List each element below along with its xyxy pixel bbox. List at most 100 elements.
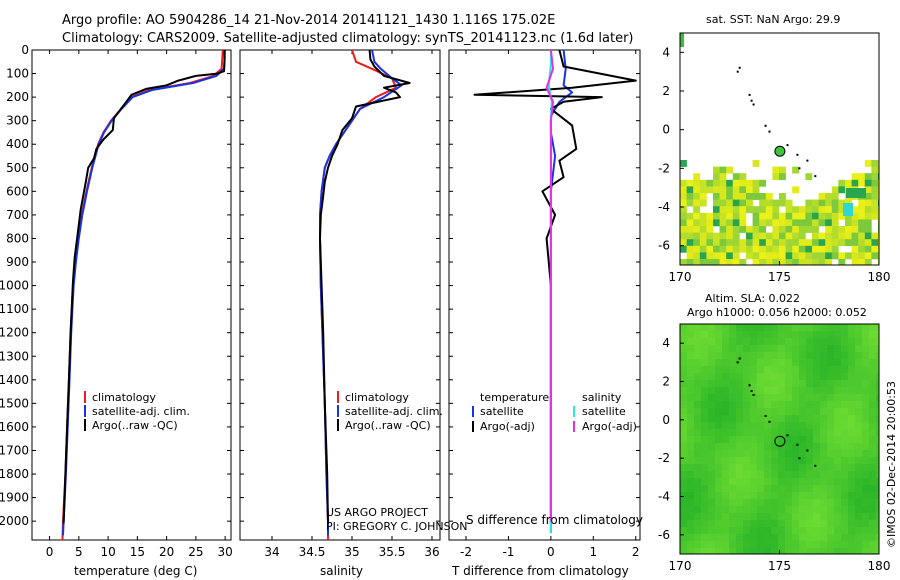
x-tick-label: 15 (130, 545, 145, 559)
sst-cell (680, 186, 687, 194)
sla-cell (736, 499, 744, 507)
sla-cell (778, 401, 786, 409)
island-mark (764, 124, 767, 127)
sst-cell (759, 232, 767, 240)
sla-cell (778, 331, 786, 339)
sst-cell (746, 206, 753, 214)
sla-cell (680, 436, 688, 444)
sla-cell (778, 464, 786, 472)
island-mark (752, 393, 755, 396)
sst-cell (772, 245, 780, 253)
sla-cell (848, 380, 856, 388)
sst-cell (732, 199, 740, 207)
sla-cell (715, 513, 723, 521)
sst-cell (752, 212, 760, 220)
island-mark (806, 159, 809, 162)
sla-cell (848, 506, 856, 514)
sla-cell (848, 513, 856, 521)
sla-cell (743, 415, 751, 423)
sst-cell (680, 206, 687, 214)
map-y-tick-label: 4 (662, 336, 670, 350)
sla-cell (715, 408, 723, 416)
sla-cell (701, 541, 709, 549)
sla-cell (736, 324, 744, 332)
sst-cell (825, 259, 833, 265)
sla-cell (729, 366, 737, 374)
island-mark (768, 420, 771, 423)
x-tick-label: 10 (100, 545, 115, 559)
sst-cell (831, 206, 839, 214)
sla-cell (743, 387, 751, 395)
sla-cell (869, 429, 877, 437)
sla-cell (743, 464, 751, 472)
sst-cell (858, 232, 866, 240)
sla-cell (813, 366, 821, 374)
sla-cell (862, 457, 870, 465)
sla-cell (778, 506, 786, 514)
sla-cell (855, 541, 863, 549)
sst-cell (785, 212, 793, 220)
sla-cell (687, 373, 695, 381)
sla-cell (869, 499, 877, 507)
sla-cell (708, 415, 716, 423)
sst-cell (772, 226, 780, 233)
sla-cell (827, 450, 835, 458)
sla-cell (736, 464, 744, 472)
sla-cell (736, 366, 744, 374)
sla-cell (750, 506, 758, 514)
sla-cell (855, 366, 863, 374)
sst-map-axes: 170 175 180 -6 -4 -2 0 2 4 (658, 45, 890, 284)
sla-cell (701, 380, 709, 388)
sla-cell (771, 457, 779, 465)
sst-cell (831, 199, 839, 207)
sla-cell (862, 520, 870, 528)
sst-cell (759, 206, 767, 214)
sst-cell (713, 166, 720, 174)
sst-cell (699, 245, 707, 253)
sla-cell (848, 401, 856, 409)
sla-cell (876, 387, 879, 395)
temperature-series (61, 50, 226, 540)
sla-cell (876, 359, 879, 367)
sst-cell (726, 259, 734, 265)
sst-cell (732, 252, 740, 260)
sst-cell (686, 193, 694, 200)
sla-cell (694, 394, 702, 402)
sla-cell (715, 492, 723, 500)
sst-cell (686, 226, 694, 233)
sla-cell (722, 352, 730, 360)
sla-cell (806, 331, 814, 339)
sst-cell (693, 219, 701, 227)
sst-cell (752, 226, 760, 233)
sla-cell (708, 464, 716, 472)
x-tick-label: 2 (632, 545, 640, 559)
sst-cell (851, 245, 859, 253)
sst-cell (798, 219, 806, 227)
sla-cell (701, 485, 709, 493)
sst-cell (779, 239, 786, 247)
sla-cell (764, 492, 772, 500)
sla-cell (799, 492, 807, 500)
sst-cell (765, 245, 773, 253)
sla-cell (757, 464, 765, 472)
sst-cell (732, 212, 740, 220)
sla-cell (722, 513, 730, 521)
sla-cell (778, 380, 786, 388)
sla-cell (729, 450, 737, 458)
sla-cell (792, 422, 800, 430)
sla-cell (827, 499, 835, 507)
sla-cell (687, 366, 695, 374)
sla-cell (876, 324, 879, 332)
x-tick-label: 34 (264, 545, 279, 559)
sla-cell (806, 436, 814, 444)
sla-cell (834, 359, 842, 367)
sla-cell (806, 450, 814, 458)
sla-cell (834, 436, 842, 444)
sla-cell (813, 485, 821, 493)
sla-map-title-line1: Altim. SLA: 0.022 (705, 292, 800, 305)
sla-cell (862, 548, 870, 554)
x-tick-label: 34.5 (299, 545, 326, 559)
sla-cell (792, 338, 800, 346)
sla-cell (771, 352, 779, 360)
difference-legend: temperature salinity satellite Argo(-adj… (472, 391, 637, 433)
